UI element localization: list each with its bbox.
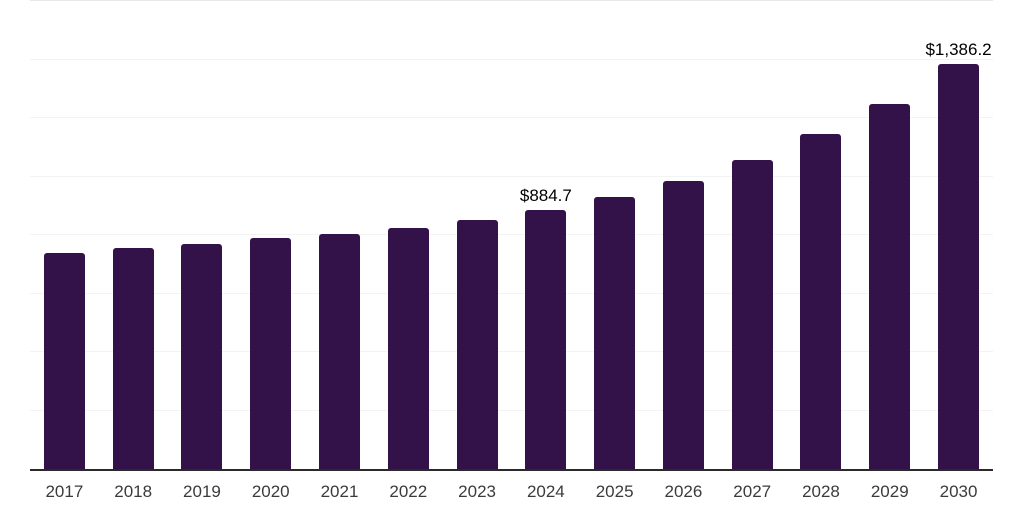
bar-slot-2017 <box>30 1 99 469</box>
bar-slot-2025 <box>580 1 649 469</box>
bar-slot-2023 <box>443 1 512 469</box>
data-label-2030: $1,386.2 <box>925 39 992 59</box>
bar-slot-2022 <box>374 1 443 469</box>
bar-2023[interactable] <box>456 220 498 469</box>
gridline-200 <box>30 409 993 411</box>
x-tick-2023: 2023 <box>458 482 496 501</box>
bar-2026[interactable] <box>662 181 704 469</box>
bar-slot-2027 <box>718 1 787 469</box>
bars-row: $884.7 $1,386.2 <box>30 1 993 469</box>
x-tick-2020: 2020 <box>251 482 290 501</box>
gridline-1000 <box>30 175 993 177</box>
bar-slot-2024: $884.7 <box>511 1 580 469</box>
x-tick-2029: 2029 <box>870 482 909 501</box>
bar-slot-2019 <box>168 1 237 469</box>
gridline-400 <box>30 351 993 352</box>
bar-2024[interactable]: $884.7 <box>520 186 572 469</box>
bar-2020[interactable] <box>250 237 292 469</box>
bar-2019[interactable] <box>181 243 223 469</box>
x-tick-2024: 2024 <box>526 482 565 501</box>
x-tick-2030: 2030 <box>939 482 978 501</box>
x-axis-labels: 2017 2018 2019 2020 2021 2022 2023 2024 2025 2026… <box>30 471 993 502</box>
x-tick-2018: 2018 <box>114 482 153 501</box>
gridline-1200 <box>30 117 993 118</box>
x-tick-2026: 2026 <box>664 482 703 501</box>
plot-area: $884.7 $1,386.2 <box>30 0 993 469</box>
x-tick-2027: 2027 <box>733 482 772 501</box>
bar-slot-2029 <box>855 1 924 469</box>
x-tick-2019: 2019 <box>183 482 221 501</box>
bar-slot-2030: $1,386.2 <box>924 1 993 469</box>
bar-2022[interactable] <box>387 227 429 469</box>
x-tick-2021: 2021 <box>320 482 359 501</box>
bar-2027[interactable] <box>731 160 773 469</box>
bar-2021[interactable] <box>319 234 361 469</box>
gridline-600 <box>30 292 993 294</box>
bar-2025[interactable] <box>594 197 636 469</box>
bar-2029[interactable] <box>869 103 911 469</box>
bar-slot-2026 <box>649 1 718 469</box>
bar-2017[interactable] <box>43 252 85 469</box>
x-tick-2017: 2017 <box>45 482 84 501</box>
bar-2030[interactable]: $1,386.2 <box>925 40 992 469</box>
bar-slot-2018 <box>99 1 168 469</box>
bar-slot-2020 <box>236 1 305 469</box>
x-tick-2025: 2025 <box>595 482 634 501</box>
data-label-2024: $884.7 <box>519 186 572 206</box>
bar-2028[interactable] <box>800 133 842 469</box>
x-tick-2022: 2022 <box>389 482 428 501</box>
gridline-1600 <box>30 0 993 1</box>
gridline-1400 <box>30 58 993 60</box>
gridline-800 <box>30 234 993 235</box>
x-axis-line <box>30 469 993 471</box>
bar-slot-2021 <box>305 1 374 469</box>
x-tick-2028: 2028 <box>802 482 840 501</box>
bar-slot-2028 <box>787 1 856 469</box>
bar-2018[interactable] <box>112 247 154 469</box>
